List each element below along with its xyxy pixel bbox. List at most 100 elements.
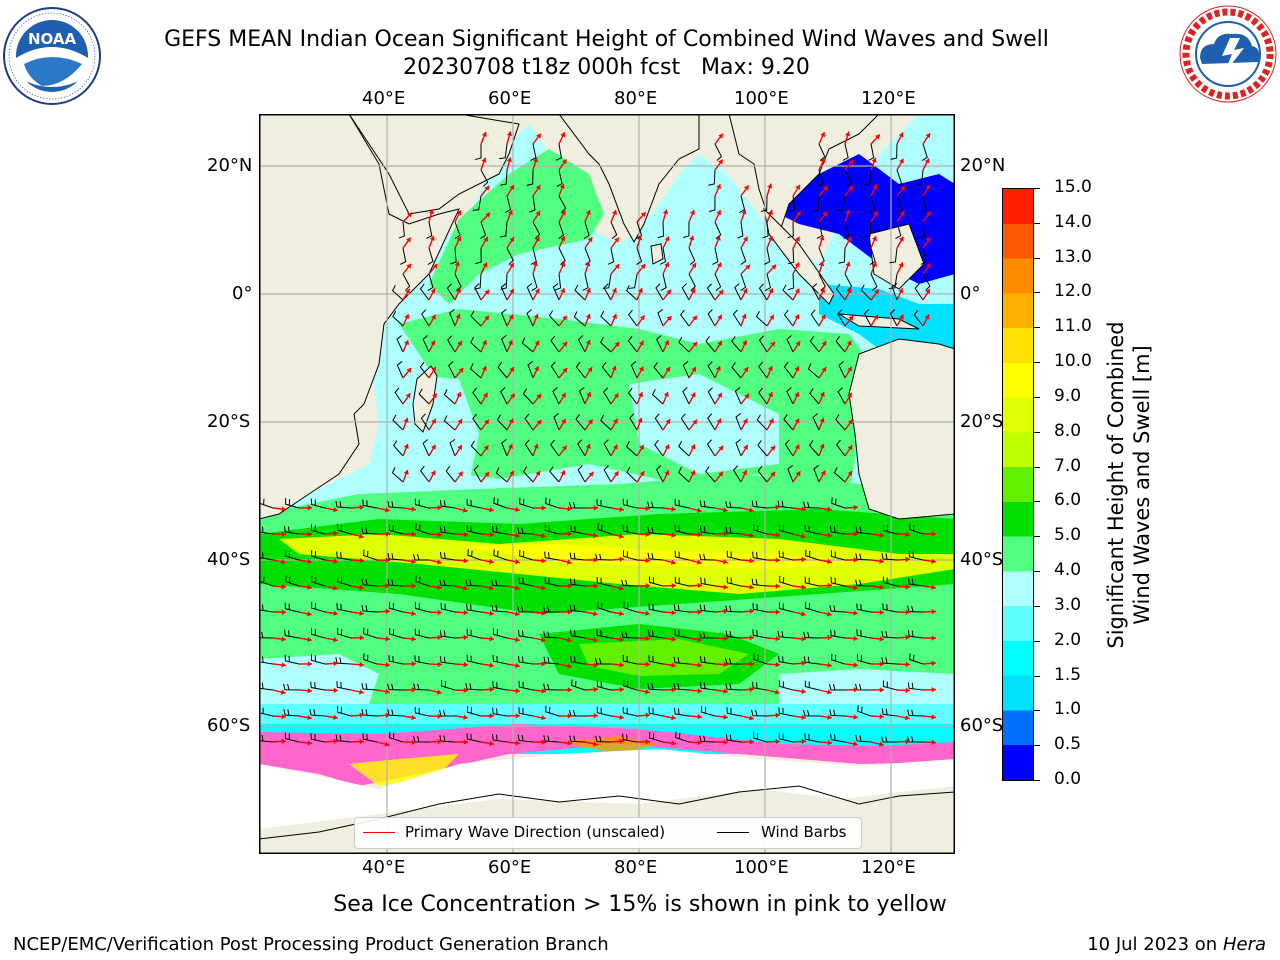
wind-barb <box>414 498 430 509</box>
wave-direction-arrowhead <box>613 393 619 399</box>
wind-barb <box>555 143 562 161</box>
wave-direction-arrowhead <box>359 712 364 718</box>
wave-direction-arrowhead <box>281 609 286 615</box>
lat-tick-left: 40°S <box>207 549 251 570</box>
wave-direction-arrowhead <box>848 160 854 165</box>
colorbar-tick: 0.5 <box>1054 734 1082 755</box>
colorbar-tick-mark <box>1033 745 1040 747</box>
wind-barb <box>361 527 378 535</box>
wave-direction-arrowhead <box>618 585 624 591</box>
wind-barb <box>836 195 846 211</box>
wind-barb <box>636 247 643 266</box>
colorbar-tick-mark <box>1033 501 1040 503</box>
colorbar-tick-mark <box>1033 222 1040 224</box>
wave-direction-arrowhead <box>931 558 936 564</box>
wave-direction-arrowhead <box>437 609 442 616</box>
wave-direction-arrowhead <box>801 714 806 720</box>
wave-direction-arrowhead <box>848 315 854 321</box>
wind-barb <box>674 576 690 587</box>
wave-direction-arrowhead <box>662 209 669 215</box>
wind-barb <box>603 465 612 483</box>
wave-direction-arrowhead <box>431 366 436 372</box>
colorbar-tick: 2.0 <box>1054 629 1082 650</box>
wave-direction-arrowhead <box>536 133 541 139</box>
wind-barb <box>843 221 850 239</box>
wave-direction-arrowhead <box>742 288 748 294</box>
wind-barb <box>493 549 508 561</box>
wave-direction-arrowhead <box>489 559 494 565</box>
wind-barb <box>543 631 560 639</box>
wind-barb <box>708 169 716 186</box>
wind-barb <box>740 273 747 292</box>
wind-barb <box>678 336 690 353</box>
wind-barb <box>752 603 768 613</box>
noaa-logo: NOAA <box>3 7 101 105</box>
wave-direction-arrowhead <box>691 366 696 372</box>
wave-direction-arrowhead <box>359 557 364 564</box>
wave-direction-arrowhead <box>612 444 618 450</box>
wave-direction-arrowhead <box>820 314 826 320</box>
lat-tick-right: 20°N <box>960 155 1006 176</box>
wave-direction-arrowhead <box>515 740 520 746</box>
wave-direction-arrowhead <box>359 689 364 695</box>
wind-barb <box>439 656 456 665</box>
chart-subtitle: 20230708 t18z 000h fcst Max: 9.20 <box>403 55 810 80</box>
wave-direction-arrowhead <box>718 445 724 451</box>
wind-barb <box>550 439 560 457</box>
wind-barb <box>466 628 482 639</box>
colorbar-tick-mark <box>1033 327 1040 329</box>
wind-barb <box>706 439 716 457</box>
wind-barb <box>480 169 489 187</box>
wind-barb <box>480 221 487 240</box>
wave-direction-arrowhead <box>611 210 617 215</box>
wind-barb <box>816 221 823 239</box>
wave-direction-arrowhead <box>671 506 676 512</box>
wind-barb <box>492 707 508 717</box>
wind-barb <box>907 709 924 717</box>
lat-tick-left: 60°S <box>207 715 251 736</box>
wind-barb <box>492 681 508 691</box>
wind-barb <box>674 550 690 561</box>
wind-barb <box>896 195 903 213</box>
wave-direction-arrowhead <box>775 532 780 538</box>
wave-direction-arrowhead <box>697 688 702 694</box>
wave-direction-arrowhead <box>819 443 825 449</box>
wave-direction-arrowhead <box>878 741 884 747</box>
wave-direction-arrowhead <box>307 611 312 617</box>
wind-barb <box>337 575 352 587</box>
wave-direction-arrowhead <box>456 288 461 294</box>
wave-direction-arrowhead <box>359 635 364 641</box>
wind-barb <box>856 629 872 639</box>
wave-direction-arrowhead <box>458 471 463 477</box>
wave-direction-arrowhead <box>801 506 806 512</box>
colorbar-tick-mark <box>1033 780 1040 781</box>
wind-barb <box>786 387 794 405</box>
wave-direction-arrowhead <box>879 636 884 642</box>
wind-barb <box>506 247 514 265</box>
wind-barb <box>475 143 482 161</box>
wave-direction-arrowhead <box>801 636 806 642</box>
wave-direction-arrowhead <box>898 262 904 268</box>
wind-barb <box>622 524 638 535</box>
wave-direction-arrowhead <box>454 261 460 267</box>
wind-barb <box>493 497 508 509</box>
wind-barb <box>558 195 567 213</box>
wave-direction-arrowhead <box>507 209 513 215</box>
wave-direction-arrowhead <box>567 609 572 615</box>
wind-barb <box>778 655 794 665</box>
wave-direction-arrowhead <box>585 339 591 345</box>
wind-barb <box>881 631 898 639</box>
wind-barb <box>654 413 664 431</box>
wave-direction-arrowhead <box>611 365 617 371</box>
wind-barb <box>578 387 586 405</box>
wave-direction-arrowhead <box>281 662 286 668</box>
wave-direction-arrowhead <box>463 739 468 745</box>
wave-direction-arrowhead <box>411 531 416 537</box>
wind-barb <box>920 195 927 213</box>
wind-barb <box>907 578 924 587</box>
wind-barb <box>622 550 638 561</box>
wave-direction-arrowhead <box>541 688 546 694</box>
wind-barb <box>499 221 508 238</box>
wind-barb <box>920 247 927 265</box>
colorbar-tick: 4.0 <box>1054 560 1082 581</box>
